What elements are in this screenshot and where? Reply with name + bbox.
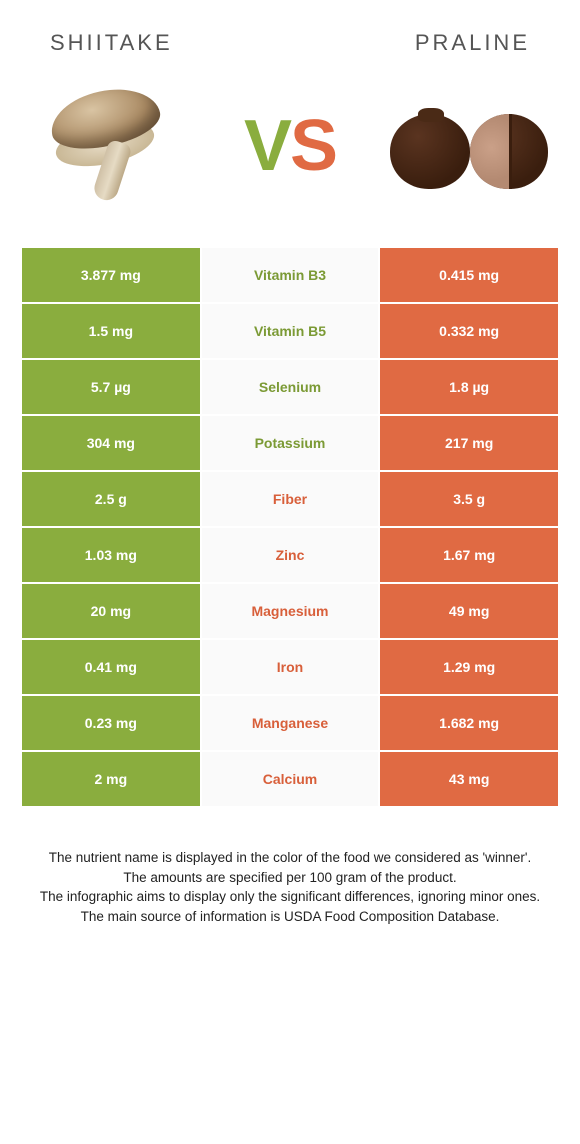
cell-left-value: 0.23 mg (21, 695, 201, 751)
title-right: PRALINE (415, 30, 530, 56)
table-row: 3.877 mgVitamin B30.415 mg (21, 247, 559, 303)
footer-notes: The nutrient name is displayed in the co… (30, 848, 550, 926)
cell-right-value: 43 mg (379, 751, 559, 807)
cell-nutrient-name: Magnesium (201, 583, 380, 639)
title-left: SHIITAKE (50, 30, 173, 56)
footer-line: The amounts are specified per 100 gram o… (30, 868, 550, 888)
vs-label: VS (244, 105, 336, 187)
cell-left-value: 2.5 g (21, 471, 201, 527)
cell-right-value: 0.332 mg (379, 303, 559, 359)
vs-s: S (290, 106, 336, 186)
table-row: 2.5 gFiber3.5 g (21, 471, 559, 527)
table-row: 1.5 mgVitamin B50.332 mg (21, 303, 559, 359)
cell-nutrient-name: Calcium (201, 751, 380, 807)
cell-right-value: 1.67 mg (379, 527, 559, 583)
table-row: 20 mgMagnesium49 mg (21, 583, 559, 639)
footer-line: The infographic aims to display only the… (30, 887, 550, 907)
cell-left-value: 3.877 mg (21, 247, 201, 303)
cell-right-value: 1.682 mg (379, 695, 559, 751)
footer-line: The main source of information is USDA F… (30, 907, 550, 927)
cell-right-value: 0.415 mg (379, 247, 559, 303)
cell-right-value: 1.8 µg (379, 359, 559, 415)
cell-nutrient-name: Selenium (201, 359, 380, 415)
cell-nutrient-name: Iron (201, 639, 380, 695)
cell-nutrient-name: Vitamin B3 (201, 247, 380, 303)
cell-left-value: 5.7 µg (21, 359, 201, 415)
table-row: 5.7 µgSelenium1.8 µg (21, 359, 559, 415)
praline-image (390, 76, 550, 216)
cell-nutrient-name: Fiber (201, 471, 380, 527)
cell-right-value: 1.29 mg (379, 639, 559, 695)
table-row: 2 mgCalcium43 mg (21, 751, 559, 807)
cell-right-value: 217 mg (379, 415, 559, 471)
cell-left-value: 2 mg (21, 751, 201, 807)
table-row: 304 mgPotassium217 mg (21, 415, 559, 471)
footer-line: The nutrient name is displayed in the co… (30, 848, 550, 868)
table-row: 0.23 mgManganese1.682 mg (21, 695, 559, 751)
cell-right-value: 49 mg (379, 583, 559, 639)
vs-v: V (244, 106, 290, 186)
cell-nutrient-name: Manganese (201, 695, 380, 751)
cell-right-value: 3.5 g (379, 471, 559, 527)
cell-left-value: 304 mg (21, 415, 201, 471)
vs-row: VS (0, 66, 580, 246)
table-row: 0.41 mgIron1.29 mg (21, 639, 559, 695)
cell-left-value: 1.5 mg (21, 303, 201, 359)
cell-left-value: 20 mg (21, 583, 201, 639)
shiitake-image (30, 76, 190, 216)
header: SHIITAKE PRALINE (0, 0, 580, 66)
cell-nutrient-name: Zinc (201, 527, 380, 583)
cell-left-value: 0.41 mg (21, 639, 201, 695)
nutrient-table: 3.877 mgVitamin B30.415 mg1.5 mgVitamin … (20, 246, 560, 808)
table-row: 1.03 mgZinc1.67 mg (21, 527, 559, 583)
cell-nutrient-name: Vitamin B5 (201, 303, 380, 359)
cell-left-value: 1.03 mg (21, 527, 201, 583)
cell-nutrient-name: Potassium (201, 415, 380, 471)
